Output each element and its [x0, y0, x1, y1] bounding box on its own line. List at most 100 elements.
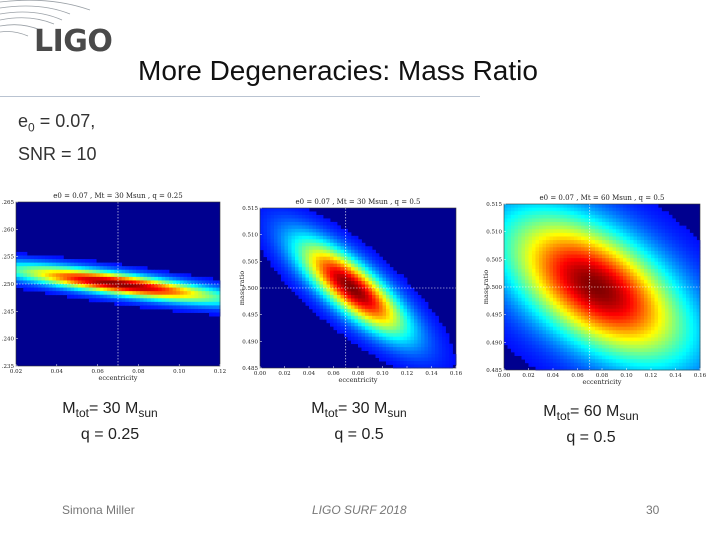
- heatmap-cell: [183, 301, 188, 306]
- heatmap-cell: [372, 326, 376, 331]
- heatmap-cell: [623, 319, 627, 324]
- heatmap-cell: [535, 344, 540, 349]
- heatmap-cell: [59, 269, 64, 274]
- heatmap-cell: [205, 305, 210, 310]
- heatmap-cell: [549, 287, 554, 292]
- heatmap-cell: [260, 232, 264, 237]
- heatmap-cell: [665, 294, 669, 299]
- heatmap-cell: [305, 246, 310, 251]
- heatmap-cell: [567, 326, 571, 331]
- heatmap-cell: [302, 263, 306, 268]
- heatmap-cell: [389, 343, 394, 348]
- heatmap-cell: [295, 249, 299, 254]
- heatmap-cell: [305, 242, 310, 247]
- heatmap-cell: [337, 277, 341, 282]
- heatmap-cell: [679, 283, 683, 288]
- heatmap-cell: [556, 207, 561, 212]
- x-tick-label: 0.14: [669, 373, 682, 379]
- heatmap-cell: [417, 301, 422, 306]
- heatmap-cell: [147, 291, 152, 296]
- heatmap-cell: [428, 343, 432, 348]
- heatmap-cell: [351, 284, 355, 289]
- heatmap-cell: [609, 211, 613, 216]
- heatmap-cell: [595, 225, 599, 230]
- heatmap-cell: [312, 281, 317, 285]
- heatmap-cell: [689, 319, 694, 324]
- heatmap-cell: [549, 319, 554, 324]
- heatmap-cell: [563, 283, 568, 288]
- heatmap-cell: [396, 322, 401, 327]
- heatmap-cell: [26, 284, 31, 288]
- heatmap-cell: [689, 297, 694, 302]
- heatmap-cell: [539, 344, 543, 349]
- heatmap-cell: [136, 294, 141, 299]
- heatmap-cell: [570, 341, 575, 346]
- heatmap-cell: [295, 263, 299, 268]
- heatmap-cell: [546, 297, 550, 302]
- heatmap-cell: [577, 243, 582, 248]
- heatmap-cell: [626, 351, 631, 356]
- y-tick-label: 0.245: [2, 309, 14, 315]
- heatmap-cell: [302, 281, 306, 285]
- heatmap-cell: [535, 247, 540, 252]
- heatmap-cell: [644, 319, 648, 324]
- heatmap-cell: [187, 301, 192, 306]
- heatmap-cell: [393, 308, 397, 313]
- heatmap-cell: [445, 343, 450, 348]
- heatmap-cell: [668, 294, 673, 299]
- heatmap-cell: [640, 337, 645, 342]
- heatmap-cell: [77, 294, 82, 299]
- heatmap-cell: [361, 312, 366, 317]
- heatmap-cell: [358, 249, 362, 254]
- heatmap-cell: [528, 258, 533, 263]
- heatmap-cell: [668, 236, 673, 241]
- heatmap-cell: [337, 274, 341, 278]
- heatmap-cell: [507, 272, 512, 277]
- heatmap-cell: [103, 269, 108, 274]
- heatmap-cell: [553, 341, 557, 346]
- heatmap-cell: [393, 288, 397, 292]
- heatmap-cell: [400, 319, 404, 324]
- heatmap-cell: [609, 204, 613, 209]
- heatmap-cell: [619, 344, 624, 349]
- heatmap-cell: [323, 235, 327, 240]
- heatmap-cell: [535, 362, 540, 367]
- heatmap-cell: [354, 253, 359, 258]
- heatmap-cell: [539, 214, 543, 219]
- heatmap-cell: [30, 276, 35, 281]
- heatmap-cell: [546, 265, 550, 270]
- heatmap-cell: [96, 276, 101, 281]
- heatmap-cell: [309, 274, 313, 278]
- heatmap-cell: [598, 344, 603, 349]
- heatmap-cell: [351, 319, 355, 324]
- heatmap-cell: [344, 235, 348, 240]
- heatmap-cell: [358, 291, 362, 296]
- heatmap-cell: [556, 297, 561, 302]
- heatmap-cell: [696, 359, 701, 364]
- heatmap-cell: [567, 272, 571, 277]
- heatmap-cell: [696, 348, 701, 353]
- heatmap-cell: [612, 312, 617, 317]
- heatmap-cell: [595, 250, 599, 255]
- heatmap-cell: [333, 322, 338, 327]
- heatmap-cell: [344, 270, 348, 275]
- heatmap-cell: [319, 246, 324, 251]
- heatmap-cell: [574, 290, 578, 295]
- heatmap-cell: [570, 283, 575, 288]
- heatmap-cell: [598, 204, 603, 209]
- heatmap-cell: [626, 229, 631, 234]
- heatmap-cell: [507, 283, 512, 288]
- heatmap-cell: [672, 359, 676, 364]
- heatmap-cell: [672, 229, 676, 234]
- heatmap-cell: [605, 258, 610, 263]
- heatmap-cell: [340, 274, 345, 278]
- heatmap-cell: [407, 312, 411, 317]
- heatmap-cell: [574, 229, 578, 234]
- heatmap-cell: [644, 276, 648, 281]
- heatmap-cell: [169, 301, 174, 306]
- heatmap-cell: [612, 287, 617, 292]
- heatmap-cell: [535, 265, 540, 270]
- heatmap-cell: [602, 250, 606, 255]
- heatmap-cell: [337, 291, 341, 296]
- heatmap-cell: [682, 337, 687, 342]
